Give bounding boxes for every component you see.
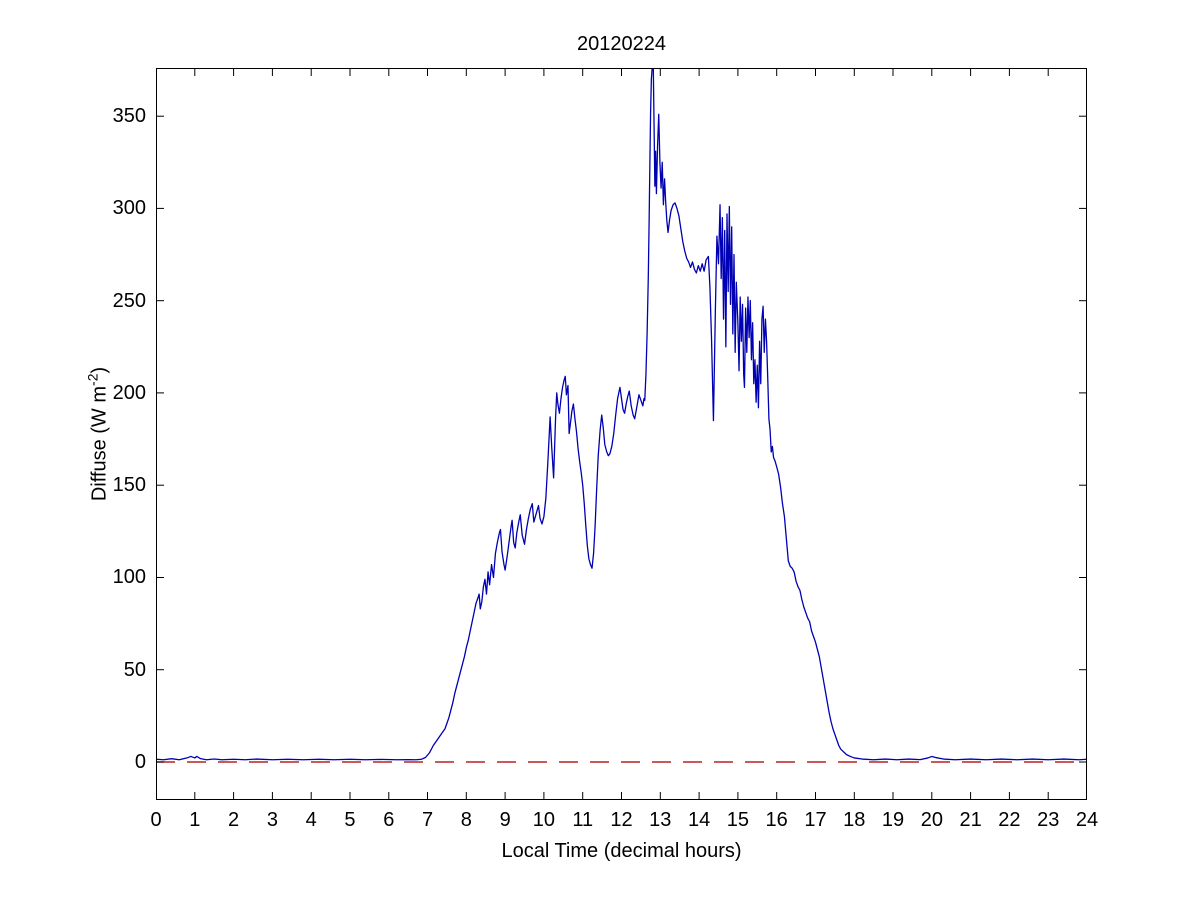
x-axis-label: Local Time (decimal hours) bbox=[501, 840, 742, 862]
x-tick-label: 7 bbox=[421, 809, 434, 831]
y-tick-label: 50 bbox=[123, 658, 146, 681]
x-tick-label: 9 bbox=[499, 809, 511, 831]
x-tick-label: 20 bbox=[920, 809, 943, 831]
x-tick-label: 4 bbox=[305, 809, 317, 831]
y-tick-label: 350 bbox=[112, 105, 146, 128]
chart-title: 20120224 bbox=[577, 33, 666, 55]
x-tick-label: 16 bbox=[765, 809, 788, 831]
x-tick-label: 5 bbox=[344, 809, 356, 831]
x-tick-label: 10 bbox=[532, 809, 556, 831]
x-tick-label: 12 bbox=[610, 809, 633, 831]
x-tick-label: 0 bbox=[150, 809, 162, 831]
x-tick-label: 3 bbox=[266, 809, 278, 831]
x-tick-label: 19 bbox=[881, 809, 905, 831]
y-tick-label: 300 bbox=[112, 197, 146, 220]
x-tick-label: 13 bbox=[649, 809, 672, 831]
x-tick-label: 2 bbox=[228, 809, 240, 831]
x-tick-label: 23 bbox=[1037, 809, 1060, 831]
plot-canvas bbox=[156, 68, 1087, 800]
x-tick-label: 6 bbox=[383, 809, 395, 831]
x-tick-label: 21 bbox=[959, 809, 982, 831]
y-axis-label-close: ) bbox=[88, 366, 111, 374]
y-tick-label: 200 bbox=[112, 381, 146, 404]
x-tick-label: 22 bbox=[998, 809, 1021, 831]
y-tick-label: 0 bbox=[134, 750, 146, 773]
plot-border bbox=[156, 68, 1087, 800]
x-tick-label: 1 bbox=[189, 809, 201, 831]
x-tick-label: 24 bbox=[1075, 809, 1099, 831]
y-tick-label: 150 bbox=[112, 474, 146, 497]
x-tick-label: 8 bbox=[460, 809, 472, 831]
x-tick-label: 14 bbox=[687, 809, 711, 831]
plot-area bbox=[156, 68, 1087, 800]
y-tick-label: 250 bbox=[112, 289, 146, 312]
x-tick-label: 15 bbox=[726, 809, 749, 831]
x-tick-label: 17 bbox=[804, 809, 827, 831]
y-tick-label: 100 bbox=[112, 566, 146, 589]
x-tick-label: 18 bbox=[843, 809, 866, 831]
diffuse-irradiance-line bbox=[156, 68, 1087, 761]
x-tick-label: 11 bbox=[572, 809, 594, 831]
